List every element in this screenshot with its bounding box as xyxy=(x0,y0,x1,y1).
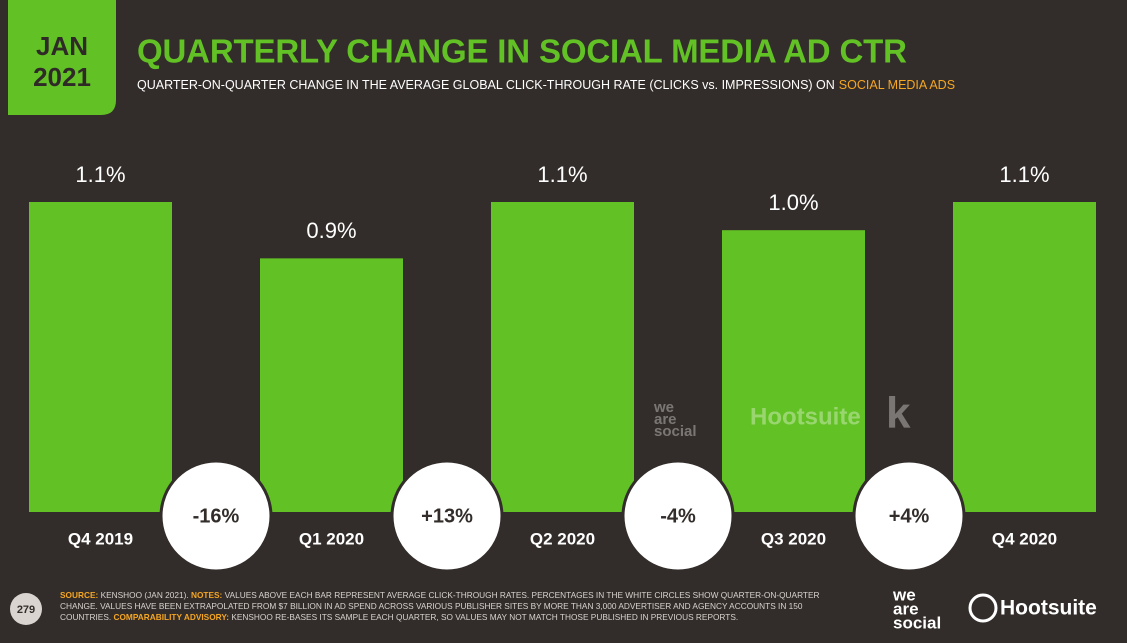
page-number: 279 xyxy=(17,604,35,616)
subtitle-highlight: SOCIAL MEDIA ADS xyxy=(839,78,955,92)
x-tick-label: Q3 2020 xyxy=(761,529,826,548)
x-tick-label: Q4 2019 xyxy=(68,529,133,548)
brand-agency: social xyxy=(893,613,941,632)
source-label: SOURCE: xyxy=(60,590,99,600)
date-badge xyxy=(8,0,116,115)
value-label: 0.9% xyxy=(306,218,356,243)
bar xyxy=(260,258,403,512)
bar xyxy=(953,202,1096,512)
advisory-label: COMPARABILITY ADVISORY: xyxy=(113,612,230,622)
change-label: +13% xyxy=(421,505,473,527)
date-month: JAN xyxy=(36,31,88,61)
date-year: 2021 xyxy=(33,62,91,92)
change-circle xyxy=(390,459,504,573)
change-label: +4% xyxy=(889,505,930,527)
change-circle xyxy=(621,459,735,573)
bar xyxy=(491,202,634,512)
bar xyxy=(722,230,865,512)
notes-label: NOTES: xyxy=(190,590,223,600)
x-tick-label: Q1 2020 xyxy=(299,529,364,548)
x-tick-label: Q4 2020 xyxy=(992,529,1057,548)
footnote: SOURCE: KENSHOO (JAN 2021). NOTES: VALUE… xyxy=(60,590,850,623)
change-label: -16% xyxy=(193,505,240,527)
bar xyxy=(29,202,172,512)
subtitle: QUARTER-ON-QUARTER CHANGE IN THE AVERAGE… xyxy=(137,78,955,92)
value-label: 1.1% xyxy=(999,162,1049,187)
brand-logo xyxy=(968,593,998,623)
value-label: 1.1% xyxy=(537,162,587,187)
change-label: -4% xyxy=(660,505,696,527)
brand-agency: we xyxy=(892,585,916,604)
advisory: KENSHOO RE-BASES ITS SAMPLE EACH QUARTER… xyxy=(231,612,739,622)
watermark-agency: social xyxy=(654,423,697,440)
page-badge xyxy=(10,593,42,625)
watermark-platform: Hootsuite xyxy=(750,403,861,430)
watermark-agency: we xyxy=(653,399,674,416)
brand-platform: Hootsuite xyxy=(1000,597,1097,620)
subtitle-text: QUARTER-ON-QUARTER CHANGE IN THE AVERAGE… xyxy=(137,78,835,92)
source: KENSHOO (JAN 2021). xyxy=(100,590,189,600)
watermark-partner: k xyxy=(886,389,911,438)
change-circle xyxy=(852,459,966,573)
brand-agency: are xyxy=(893,599,919,618)
watermark: we are social Hootsuite k xyxy=(653,389,911,440)
x-tick-label: Q2 2020 xyxy=(530,529,595,548)
watermark-agency: are xyxy=(654,411,677,428)
chart-title: QUARTERLY CHANGE IN SOCIAL MEDIA AD CTR xyxy=(137,33,907,70)
notes: VALUES ABOVE EACH BAR REPRESENT AVERAGE … xyxy=(60,590,820,622)
value-label: 1.1% xyxy=(75,162,125,187)
plot: 1.1% Q4 2019 0.9% Q1 2020 1.1% Q2 2020 1.0% Q3 … xyxy=(29,162,1096,573)
change-circle xyxy=(159,459,273,573)
value-label: 1.0% xyxy=(768,190,818,215)
